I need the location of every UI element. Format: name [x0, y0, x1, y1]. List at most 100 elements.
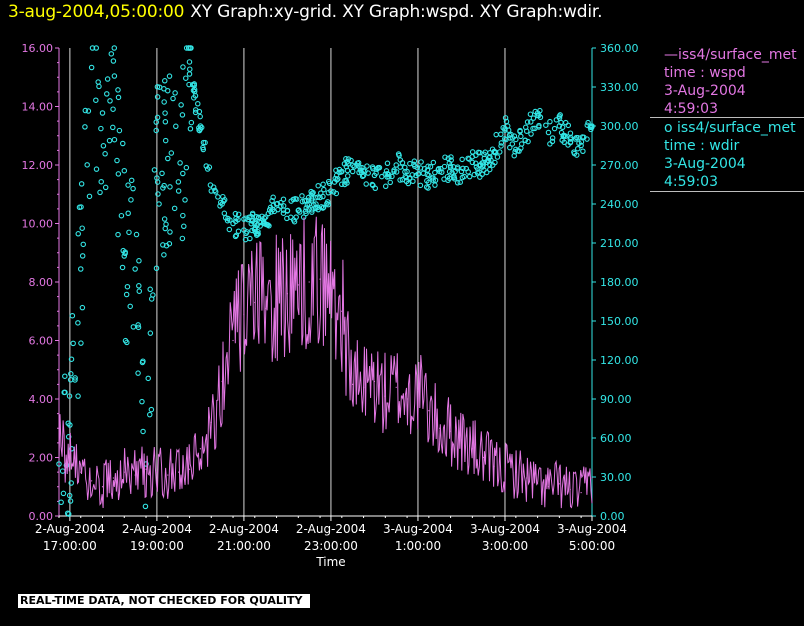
wdir-point	[557, 112, 563, 118]
wdir-point	[399, 176, 406, 183]
left-tick-label: 0.00	[29, 510, 54, 523]
wdir-point	[126, 229, 132, 236]
wdir-point	[320, 181, 326, 188]
legend-wdir-time: 4:59:03	[664, 174, 718, 190]
wdir-point	[284, 215, 290, 222]
wdir-point	[197, 126, 204, 132]
wdir-point	[186, 59, 193, 65]
wdir-point	[258, 219, 264, 226]
wdir-point	[572, 136, 579, 142]
wdir-point	[545, 129, 552, 136]
wdir-point	[191, 88, 198, 95]
wspd-point	[460, 439, 463, 441]
wdir-point	[154, 84, 161, 90]
wdir-point	[147, 330, 154, 336]
wdir-point	[210, 184, 217, 190]
wdir-point	[93, 97, 99, 103]
wdir-point	[417, 182, 424, 189]
wdir-point	[454, 180, 461, 186]
wdir-point	[373, 170, 379, 176]
wdir-point	[70, 340, 76, 347]
wdir-point	[310, 189, 316, 196]
wdir-point	[271, 208, 278, 215]
wdir-point	[291, 218, 298, 225]
wdir-point	[200, 146, 207, 153]
wdir-point	[459, 174, 466, 181]
wdir-point	[178, 102, 184, 108]
x-tick-date-label: 3-Aug-2004	[557, 522, 627, 536]
left-tick-label: 10.00	[22, 218, 54, 231]
wdir-point	[128, 177, 135, 184]
wdir-point	[181, 223, 187, 230]
wdir-point	[249, 211, 256, 218]
right-y-axis-ticks: 0.00 30.00 60.00 90.00 120.00 150.00 180.00 210…	[592, 42, 639, 523]
wdir-point	[243, 230, 249, 237]
wspd-point	[112, 477, 114, 479]
wdir-point	[191, 82, 198, 89]
wdir-point	[349, 168, 356, 175]
wdir-point	[581, 134, 587, 141]
wdir-point	[543, 122, 549, 128]
wdir-point	[344, 167, 351, 174]
wdir-point	[585, 119, 591, 126]
x-axis-ticks: 2-Aug-2004 17:00:00 2-Aug-2004 19:00:00 2-Au…	[35, 516, 627, 553]
quality-warning-banner: REAL-TIME DATA, NOT CHECKED FOR QUALITY	[18, 594, 310, 608]
wdir-point	[250, 217, 256, 224]
wdir-point	[492, 149, 499, 155]
wspd-point	[373, 380, 376, 383]
wdir-point	[140, 428, 146, 435]
wdir-point	[397, 164, 403, 170]
wdir-point	[108, 51, 115, 57]
wdir-point	[293, 196, 300, 202]
wdir-point	[123, 291, 130, 298]
wdir-point	[212, 187, 218, 194]
wdir-point	[414, 164, 421, 171]
wdir-point	[427, 163, 434, 170]
wdir-point	[507, 144, 513, 151]
wdir-point	[430, 175, 436, 181]
circle-marker-icon: ο	[664, 120, 678, 136]
wdir-point	[79, 304, 86, 311]
wdir-point	[217, 203, 223, 209]
wdir-point	[183, 164, 190, 171]
wdir-point	[293, 214, 299, 220]
wdir-point	[215, 194, 221, 200]
wspd-point	[156, 471, 158, 473]
wdir-point	[167, 184, 173, 190]
wdir-point	[354, 160, 361, 166]
wdir-point	[242, 236, 249, 243]
wspd-point	[384, 395, 386, 397]
wspd-point	[221, 380, 223, 383]
wspd-point	[188, 468, 191, 470]
wdir-point	[163, 221, 169, 228]
wdir-point	[115, 87, 121, 93]
wdir-point	[270, 194, 276, 201]
wdir-point	[473, 152, 479, 158]
wspd-point	[232, 339, 234, 342]
wdir-point	[190, 87, 197, 94]
right-tick-label: 90.00	[600, 393, 632, 406]
wdir-point	[197, 113, 203, 120]
x-tick-time-label: 21:00:00	[217, 539, 271, 553]
wspd-point	[515, 471, 517, 473]
wdir-point	[151, 167, 158, 173]
wdir-point	[153, 127, 159, 134]
wspd-point	[265, 307, 267, 309]
right-tick-label: 210.00	[600, 237, 639, 250]
wdir-point	[565, 122, 572, 129]
wdir-point	[256, 215, 262, 221]
wdir-point	[332, 175, 339, 182]
wdir-point	[100, 143, 107, 149]
wdir-point	[320, 205, 326, 211]
legend-wspd-time: 4:59:03	[664, 101, 718, 117]
wdir-point	[451, 174, 457, 181]
wdir-point	[502, 115, 509, 121]
wdir-point	[402, 173, 409, 180]
right-tick-label: 330.00	[600, 81, 639, 94]
wdir-point	[575, 145, 581, 152]
wdir-point	[553, 117, 560, 123]
wspd-point	[439, 427, 441, 429]
wdir-point	[549, 135, 556, 141]
wdir-point	[67, 377, 74, 383]
wdir-point	[425, 163, 431, 170]
